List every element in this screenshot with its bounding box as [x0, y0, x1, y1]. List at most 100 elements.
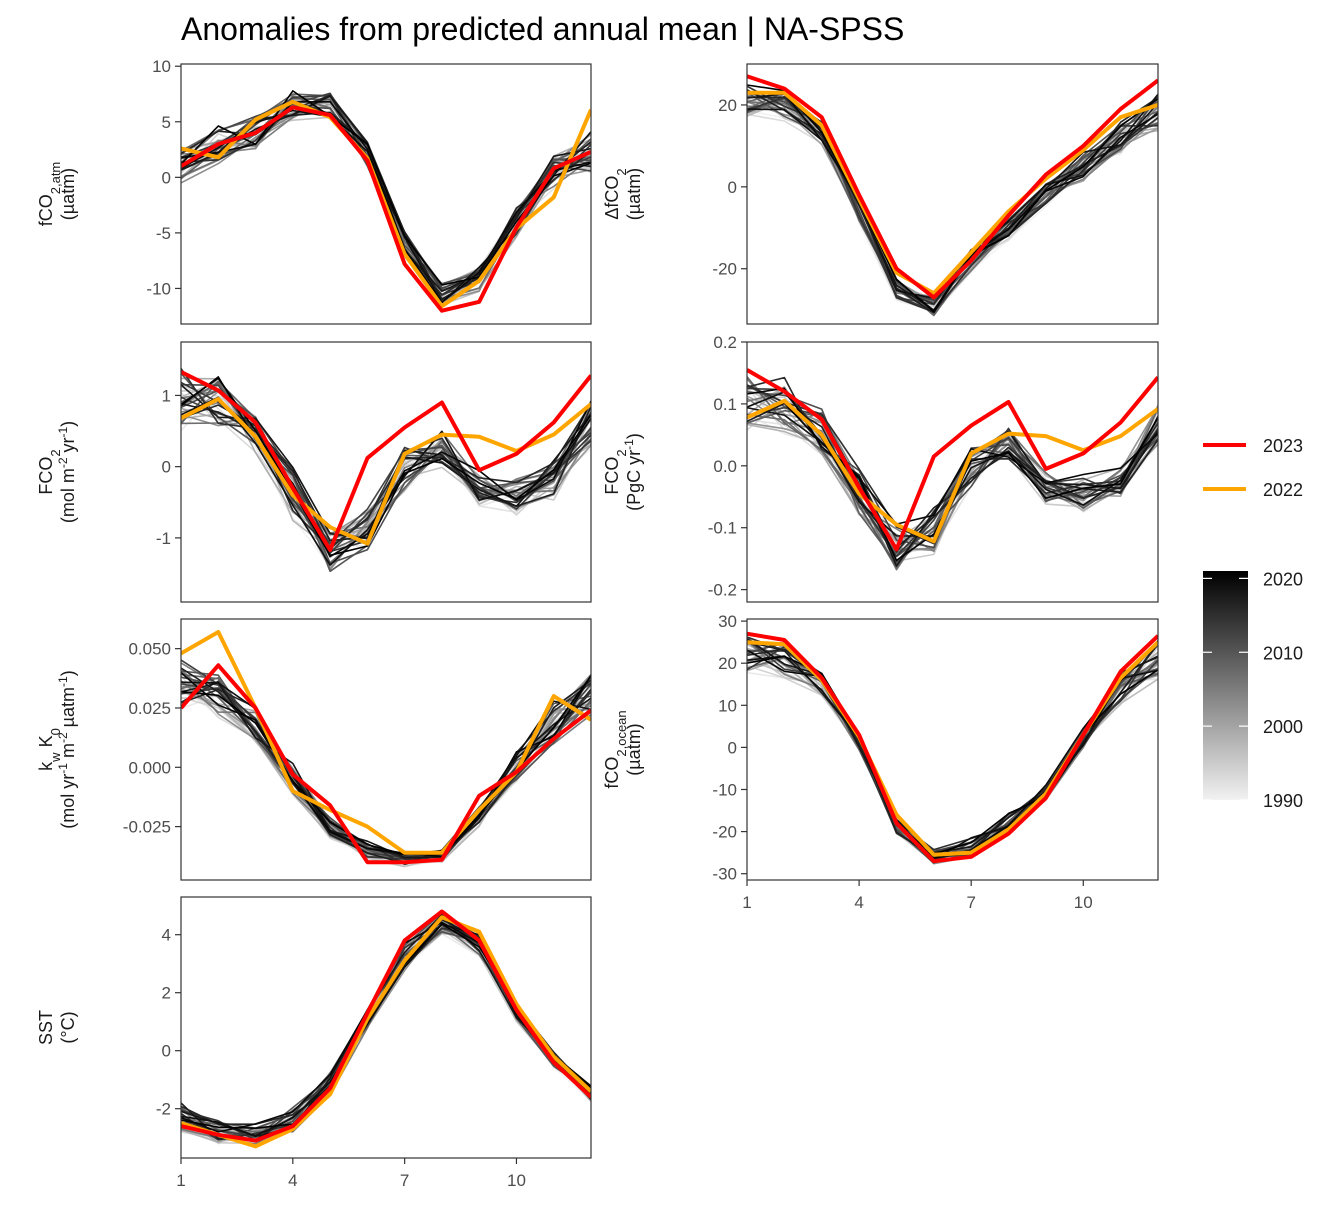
background-year-line — [747, 655, 1158, 861]
y-axis-label-line: SST — [36, 1010, 56, 1045]
ytick-label: 20 — [718, 654, 737, 673]
ytick-label: 30 — [718, 612, 737, 631]
series-line-2023 — [747, 74, 1158, 300]
y-axis-label-line: FCO2 — [602, 449, 629, 494]
background-year-line — [181, 377, 591, 557]
y-axis-label-line: kw K0 — [36, 728, 63, 771]
y-axis-label-line: (µatm) — [624, 168, 644, 220]
background-year-line — [181, 930, 591, 1145]
background-year-line — [181, 932, 591, 1144]
background-year-line — [747, 656, 1158, 853]
ytick-label: -10 — [146, 279, 171, 298]
y-axis-label-line: FCO2 — [36, 449, 63, 494]
ytick-label: 0.2 — [713, 333, 737, 352]
series-line-2022 — [181, 99, 591, 309]
y-axis-label-line: fCO2,ocean — [602, 710, 629, 788]
y-axis-label: fCO2,ocean(µatm) — [602, 710, 644, 788]
ytick-label: 10 — [152, 57, 171, 76]
y-axis-label: FCO2(mol m-2 yr-1) — [36, 421, 78, 523]
ytick-label: -0.025 — [123, 818, 171, 837]
ytick-label: -5 — [156, 224, 171, 243]
series-line-2023 — [747, 631, 1158, 864]
ytick-label: -0.2 — [708, 581, 737, 600]
series-line-2022 — [181, 397, 591, 546]
sst-xtick-label: 1 — [176, 1171, 185, 1190]
background-year-line — [181, 681, 591, 856]
background-year-line — [747, 656, 1158, 852]
ytick-label: 5 — [162, 113, 171, 132]
background-years — [747, 636, 1158, 865]
ytick-label: 0.000 — [128, 758, 171, 777]
colorbar-label-1990: 1990 — [1263, 791, 1303, 811]
ytick-label: 2 — [162, 984, 171, 1003]
series-line-2023 — [181, 370, 591, 552]
background-year-line — [181, 675, 591, 864]
ytick-label: -1 — [156, 529, 171, 548]
series-line-2022 — [181, 630, 591, 855]
y-axis-label-line: ΔfCO2 — [602, 168, 629, 219]
background-year-line — [181, 674, 591, 859]
background-year-line — [747, 656, 1158, 856]
background-year-line — [181, 923, 591, 1137]
series-line-2022 — [747, 90, 1158, 296]
ytick-label: 20 — [718, 96, 737, 115]
y-axis-label: fCO2,atm(µatm) — [36, 162, 78, 227]
panel-border — [746, 63, 1159, 325]
legend: 2023 2022 2020 2010 2000 1990 — [1203, 436, 1303, 811]
chart-title: Anomalies from predicted annual mean | N… — [181, 11, 904, 47]
panel-border — [746, 618, 1159, 881]
legend-label-2022: 2022 — [1263, 480, 1303, 500]
background-year-line — [747, 84, 1158, 313]
ytick-label: 0 — [162, 1042, 171, 1061]
y-axis-label-line: (mol yr-1 m-2 µatm-1) — [56, 670, 78, 828]
background-years — [181, 90, 591, 306]
series-line-2022 — [747, 398, 1158, 544]
y-axis-label-line: fCO2,atm — [36, 162, 63, 227]
y-axis-label: ΔfCO2(µatm) — [602, 168, 644, 220]
ytick-label: 0 — [162, 458, 171, 477]
panel-fco2-flux-total: 0.2 0.1 0.0 -0.1 -0.2 FCO2(PgC yr-1) — [602, 333, 1159, 603]
series-line-2023 — [181, 663, 591, 865]
legend-label-2023: 2023 — [1263, 436, 1303, 456]
ytick-label: 1 — [162, 386, 171, 405]
panel-fco2-flux-area: 1 0 -1 FCO2(mol m-2 yr-1) — [36, 341, 592, 603]
background-year-line — [181, 101, 591, 304]
panel-border — [180, 618, 592, 881]
y-axis-label-line: (µatm) — [624, 723, 644, 775]
background-year-line — [181, 372, 591, 573]
sst-xtick-label: 7 — [400, 1171, 409, 1190]
ytick-label: 0 — [728, 178, 737, 197]
background-year-line — [181, 381, 591, 548]
sst-xtick-label: 4 — [288, 1171, 297, 1190]
ytick-label: 0 — [728, 738, 737, 757]
y-axis-label-line: (mol m-2 yr-1) — [56, 421, 78, 523]
ytick-label: 0.0 — [713, 457, 737, 476]
background-year-line — [747, 638, 1158, 854]
panel-delta-fco2: 20 0 -20 ΔfCO2(µatm) — [602, 63, 1159, 325]
y-axis-label: SST (°C) — [36, 1010, 78, 1045]
y-axis-label-line: (°C) — [58, 1011, 78, 1043]
series-line-2022 — [181, 915, 591, 1149]
background-year-line — [181, 931, 591, 1145]
fco2-ocean-xtick-label: 7 — [966, 893, 975, 912]
y-axis-label-line: (µatm) — [58, 168, 78, 220]
panel-border — [180, 341, 592, 603]
ytick-label: 10 — [718, 696, 737, 715]
background-year-line — [181, 679, 591, 858]
ytick-label: -2 — [156, 1100, 171, 1119]
colorbar — [1203, 571, 1248, 800]
ytick-label: -10 — [712, 780, 737, 799]
series-line-2023 — [181, 909, 591, 1143]
panel-border — [180, 63, 592, 325]
y-axis-label: FCO2(PgC yr-1) — [602, 433, 644, 511]
background-years — [747, 376, 1158, 571]
panel-fco2-ocean: 30 20 10 0 -10 -20 -30 fCO2,ocean(µatm) — [602, 612, 1159, 884]
ytick-label: -20 — [712, 260, 737, 279]
sst-xtick-label: 10 — [507, 1171, 526, 1190]
ytick-label: -0.1 — [708, 519, 737, 538]
background-year-line — [181, 672, 591, 858]
panel-border — [180, 896, 592, 1159]
y-axis-label-line: (PgC yr-1) — [622, 433, 644, 511]
background-year-line — [181, 932, 591, 1143]
fco2-ocean-xaxis: 1 4 7 10 — [742, 880, 1093, 912]
